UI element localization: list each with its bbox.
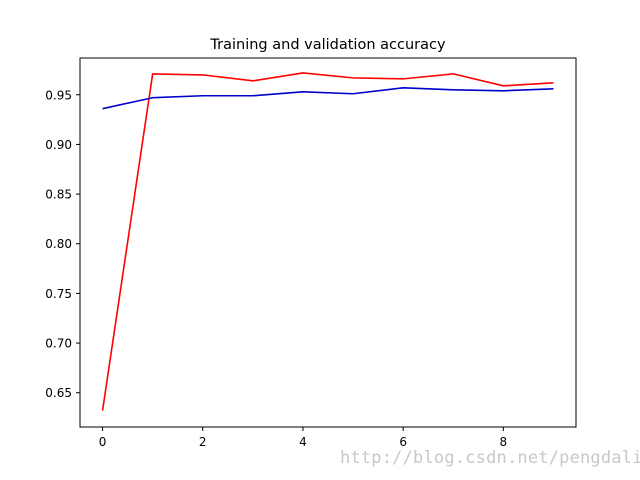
y-tick-label: 0.80 [45, 237, 72, 251]
y-tick-label: 0.70 [45, 337, 72, 351]
series-line-2 [102, 87, 554, 110]
series-line-1 [101, 72, 554, 411]
axes-frame [79, 57, 577, 428]
y-tick-label: 0.75 [45, 287, 72, 301]
y-tick-label: 0.85 [45, 188, 72, 202]
x-tick-label: 2 [199, 435, 207, 449]
chart-title: Training and validation accuracy [209, 37, 446, 53]
x-tick-label: 6 [399, 435, 407, 449]
plot-area [101, 72, 554, 411]
x-axis: 0 2 4 6 8 [99, 427, 507, 449]
y-axis: 0.65 0.70 0.75 0.80 0.85 0.90 0.95 [45, 88, 80, 400]
y-tick-label: 0.90 [45, 138, 72, 152]
x-tick-label: 8 [500, 435, 508, 449]
x-tick-label: 0 [99, 435, 107, 449]
y-tick-label: 0.95 [45, 88, 72, 102]
x-tick-label: 4 [299, 435, 307, 449]
y-tick-label: 0.65 [45, 386, 72, 400]
watermark-text: http://blog.csdn.net/pengdali [340, 448, 640, 468]
